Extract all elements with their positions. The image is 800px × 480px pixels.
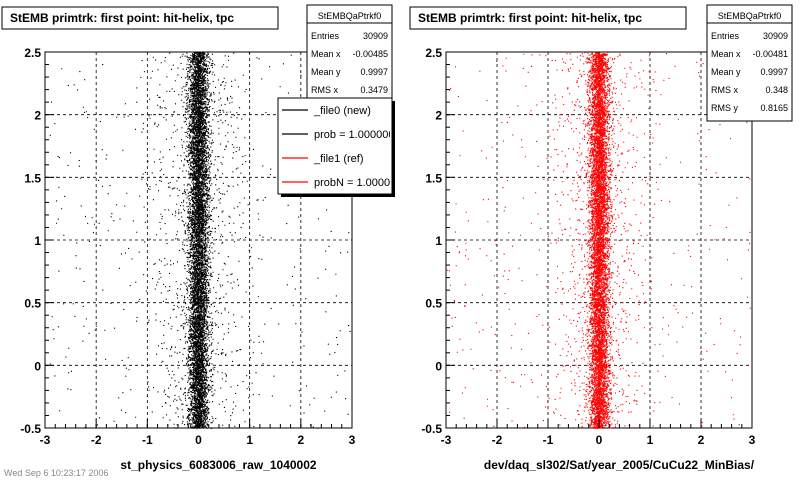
stats-row-label: Entries xyxy=(711,31,740,41)
stats-row-value: 30909 xyxy=(363,31,388,41)
data-points xyxy=(446,52,751,430)
y-tick-label: 2.5 xyxy=(425,46,442,60)
y-tick-label: 1 xyxy=(34,234,41,248)
legend-frame xyxy=(277,97,393,195)
x-tick-label: -1 xyxy=(142,433,153,447)
y-tick-label: 0 xyxy=(34,359,41,373)
y-tick-label: -0.5 xyxy=(20,422,41,436)
stats-row-value: 0.8165 xyxy=(760,103,788,113)
x-tick-label: -2 xyxy=(492,433,503,447)
x-tick-label: 1 xyxy=(647,433,654,447)
chart-panel-1: -3 -2 -1 0 1 2 3 -0.5 0 0.5 1 1.5 2 2.5 st_physics_608… xyxy=(1,4,402,472)
legend-entries: _file0 (new) prob = 1.000000 _file1 (ref) p… xyxy=(282,105,402,189)
stats-box-name: StEMBQaPtrkf0 xyxy=(318,11,382,21)
stats-row-label: RMS y xyxy=(711,103,739,113)
legend-entry-label: _file0 (new) xyxy=(313,105,371,117)
legend-entry-label: probN = 1.000000 xyxy=(314,177,402,189)
stats-box: StEMBQaPtrkf0 Entries 30909 Mean x -0.00481 M… xyxy=(706,4,793,122)
x-tick-label: -2 xyxy=(91,433,102,447)
stats-row-value: 30909 xyxy=(763,31,788,41)
grid-lines xyxy=(446,52,752,428)
x-tick-label: -3 xyxy=(441,433,452,447)
stats-row-value: 0.3479 xyxy=(360,85,388,95)
chart-panel-2: -3 -2 -1 0 1 2 3 -0.5 0 0.5 1 1.5 2 2.5 dev/daq_sl302/… xyxy=(409,4,793,472)
legend-entry-label: prob = 1.000000 xyxy=(314,129,394,141)
y-tick-label: 0 xyxy=(435,359,442,373)
title-box xyxy=(409,6,687,30)
title-box xyxy=(1,6,279,30)
stats-row-label: Mean y xyxy=(711,67,741,77)
x-tick-label: 2 xyxy=(297,433,304,447)
stats-row-label: Mean y xyxy=(311,67,341,77)
x-tick-label: 1 xyxy=(246,433,253,447)
x-tick-label: -3 xyxy=(40,433,51,447)
scatter-points xyxy=(49,52,353,430)
y-tick-label: 2 xyxy=(435,109,442,123)
x-axis-label: dev/daq_sl302/Sat/year_2005/CuCu22_MinBi… xyxy=(484,458,755,472)
stats-row-value: -0.00485 xyxy=(352,49,388,59)
chart-title: StEMB primtrk: first point: hit-helix, t… xyxy=(10,11,234,25)
footer-timestamp: Wed Sep 6 10:23:17 2006 xyxy=(4,468,109,478)
stats-row-label: Mean x xyxy=(311,49,341,59)
x-tick-label: -1 xyxy=(543,433,554,447)
stats-row-value: 0.9997 xyxy=(360,67,388,77)
y-tick-label: 2.5 xyxy=(24,46,41,60)
x-tick-label: 3 xyxy=(749,433,756,447)
scatter-points xyxy=(446,52,751,430)
x-tick-label: 2 xyxy=(698,433,705,447)
y-tick-label: 1 xyxy=(435,234,442,248)
stats-row-value: -0.00481 xyxy=(752,49,788,59)
y-tick-label: 1.5 xyxy=(425,171,442,185)
y-tick-label: 0.5 xyxy=(425,297,442,311)
data-points xyxy=(49,52,353,430)
y-tick-label: 1.5 xyxy=(24,171,41,185)
stats-box-name: StEMBQaPtrkf0 xyxy=(718,11,782,21)
x-tick-label: 3 xyxy=(349,433,356,447)
legend-entry-label: _file1 (ref) xyxy=(313,153,364,165)
stats-row-label: Entries xyxy=(311,31,340,41)
stats-row-value: 0.9997 xyxy=(760,67,788,77)
stats-row-value: 0.348 xyxy=(765,85,788,95)
stats-box-frame xyxy=(706,4,793,122)
y-tick-label: -0.5 xyxy=(421,422,442,436)
x-tick-label: 0 xyxy=(596,433,603,447)
legend: _file0 (new) prob = 1.000000 _file1 (ref) p… xyxy=(277,97,402,197)
y-tick-label: 2 xyxy=(34,109,41,123)
axis-ticks xyxy=(44,51,353,429)
chart-title: StEMB primtrk: first point: hit-helix, t… xyxy=(418,11,642,25)
y-tick-label: 0.5 xyxy=(24,297,41,311)
axis-ticks xyxy=(445,51,753,429)
stats-row-label: RMS x xyxy=(711,85,739,95)
x-axis-label: st_physics_6083006_raw_1040002 xyxy=(120,458,316,472)
x-tick-label: 0 xyxy=(195,433,202,447)
stats-row-label: RMS x xyxy=(311,85,339,95)
stats-row-label: Mean x xyxy=(711,49,741,59)
